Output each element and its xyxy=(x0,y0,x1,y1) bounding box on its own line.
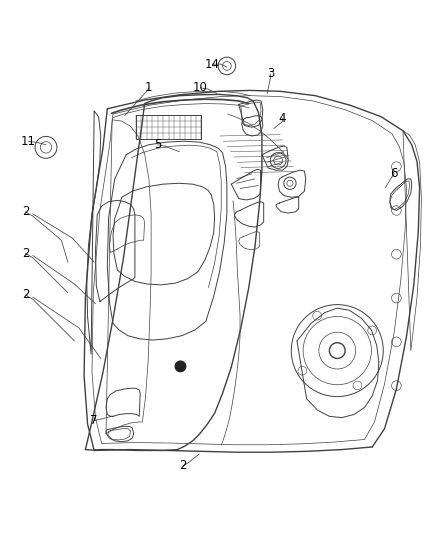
Text: 11: 11 xyxy=(21,135,36,148)
Text: 4: 4 xyxy=(279,112,286,125)
Text: 2: 2 xyxy=(21,205,29,218)
Text: 5: 5 xyxy=(154,138,161,151)
Text: 10: 10 xyxy=(193,82,208,94)
Text: 14: 14 xyxy=(205,58,220,71)
Circle shape xyxy=(175,361,186,372)
Text: 6: 6 xyxy=(390,167,398,180)
Text: 2: 2 xyxy=(179,459,187,472)
Text: 7: 7 xyxy=(90,414,98,427)
Text: 3: 3 xyxy=(267,67,274,80)
Text: 1: 1 xyxy=(145,82,153,94)
Text: 2: 2 xyxy=(21,247,29,260)
Text: 2: 2 xyxy=(21,288,29,302)
